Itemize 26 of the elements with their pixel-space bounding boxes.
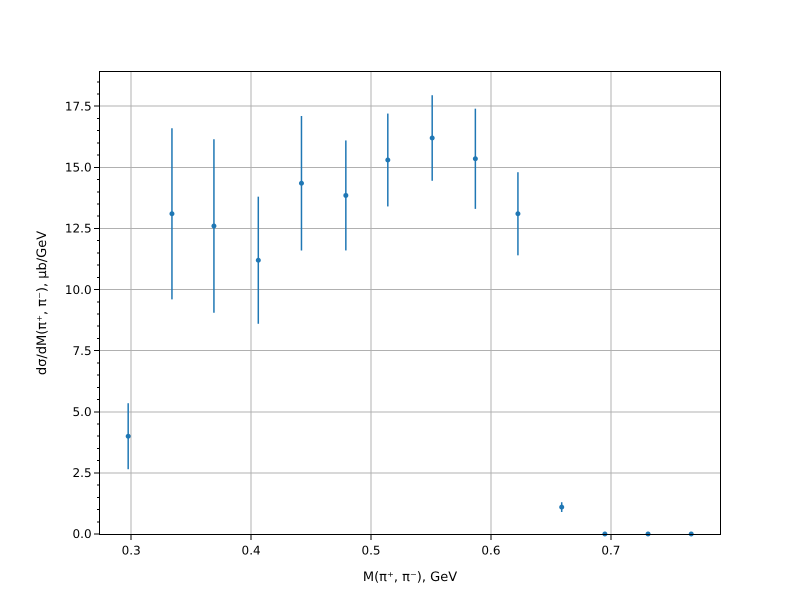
x-tick-label: 0.7 bbox=[601, 543, 620, 558]
x-tick-label: 0.3 bbox=[122, 543, 141, 558]
point bbox=[298, 180, 304, 186]
x-tick-label: 0.4 bbox=[242, 543, 261, 558]
point bbox=[559, 504, 564, 510]
y-tick-label: 2.5 bbox=[72, 466, 92, 480]
point bbox=[126, 434, 131, 439]
point bbox=[256, 258, 261, 263]
point bbox=[515, 211, 520, 216]
x-tick-label: 0.6 bbox=[481, 543, 500, 558]
y-tick-label: 7.5 bbox=[72, 344, 92, 358]
point bbox=[472, 156, 478, 162]
y-tick-label: 0.0 bbox=[72, 527, 92, 542]
y-tick-label: 15.0 bbox=[64, 160, 92, 175]
x-axis-title: M(π⁺, π⁻), GeV bbox=[362, 570, 458, 585]
y-tick-label: 10.0 bbox=[64, 282, 92, 297]
point bbox=[211, 224, 216, 228]
point bbox=[169, 211, 174, 216]
y-tick-label: 5.0 bbox=[72, 404, 92, 419]
point bbox=[343, 192, 348, 198]
point bbox=[385, 158, 390, 162]
y-axis-title: dσ/dM(π⁺, π⁻), μb/GeV bbox=[34, 230, 50, 376]
point bbox=[430, 136, 435, 140]
y-tick-label: 12.5 bbox=[64, 222, 92, 236]
x-tick-label: 0.5 bbox=[361, 543, 381, 558]
y-tick-label: 17.5 bbox=[64, 99, 92, 114]
